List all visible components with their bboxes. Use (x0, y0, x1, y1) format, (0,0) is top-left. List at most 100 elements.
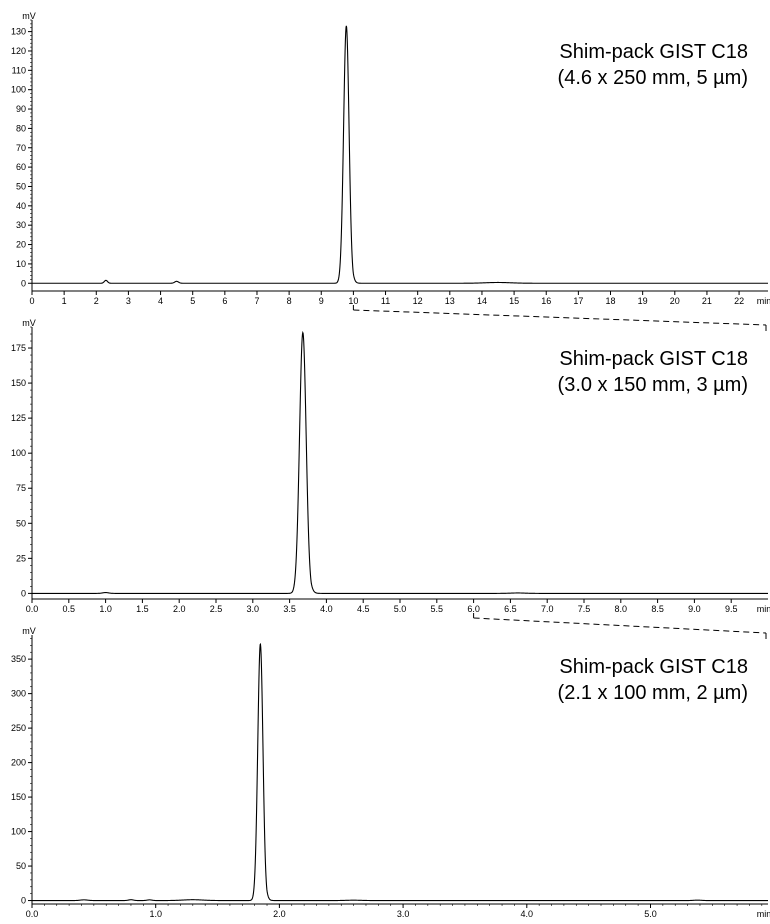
y-tick-label: 200 (11, 758, 26, 768)
column-label-line-2: (2.1 x 100 mm, 2 µm) (558, 682, 748, 704)
x-tick-label: 11 (381, 296, 390, 306)
x-tick-label: 4.5 (357, 604, 370, 614)
y-tick-label: 90 (16, 104, 26, 114)
y-unit-label: mV (22, 626, 36, 636)
y-tick-label: 75 (16, 483, 26, 493)
column-label-line-1: Shim-pack GIST C18 (559, 348, 748, 370)
x-unit-label: min (757, 909, 770, 919)
y-tick-label: 50 (16, 861, 26, 871)
x-tick-label: 3.0 (397, 909, 410, 919)
x-tick-label: 17 (573, 296, 583, 306)
zoom-connector-dashed (353, 309, 767, 326)
x-tick-label: 2.5 (210, 604, 223, 614)
x-tick-label: 5 (190, 296, 195, 306)
y-tick-label: 175 (11, 343, 26, 353)
y-tick-label: 60 (16, 162, 26, 172)
x-tick-label: 3 (126, 296, 131, 306)
x-tick-label: 2.0 (273, 909, 286, 919)
y-tick-label: 100 (11, 85, 26, 95)
x-tick-label: 1.0 (99, 604, 112, 614)
y-tick-label: 20 (16, 240, 26, 250)
x-tick-label: 4 (158, 296, 163, 306)
x-tick-label: 22 (734, 296, 744, 306)
x-tick-label: 3.0 (247, 604, 260, 614)
x-unit-label: min (757, 604, 770, 614)
y-tick-label: 300 (11, 689, 26, 699)
x-tick-label: 18 (606, 296, 616, 306)
x-tick-label: 7 (254, 296, 259, 306)
y-unit-label: mV (22, 318, 36, 328)
y-tick-label: 350 (11, 654, 26, 664)
y-tick-label: 100 (11, 827, 26, 837)
chromatogram-trace (32, 642, 768, 902)
y-tick-label: 0 (21, 278, 26, 288)
x-tick-label: 9 (319, 296, 324, 306)
x-tick-label: 1.5 (136, 604, 149, 614)
x-tick-label: 21 (702, 296, 712, 306)
x-tick-label: 13 (445, 296, 455, 306)
x-tick-label: 9.0 (688, 604, 701, 614)
y-tick-label: 0 (21, 896, 26, 906)
chart-panel-2: 0 25 50 75 100 125 150 175 0.0 0.5 1.0 1.5 2.0 2.5 3.0… (11, 318, 770, 614)
x-tick-label: 4.0 (320, 604, 333, 614)
column-label-line-2: (4.6 x 250 mm, 5 µm) (558, 67, 748, 89)
x-tick-label: 7.5 (578, 604, 591, 614)
x-tick-label: 1.0 (149, 909, 162, 919)
chromatogram-trace (32, 330, 768, 594)
x-tick-label: 0.0 (26, 909, 39, 919)
x-tick-label: 6.5 (504, 604, 517, 614)
y-unit-label: mV (22, 11, 36, 21)
y-tick-label: 120 (11, 46, 26, 56)
x-tick-label: 14 (477, 296, 487, 306)
x-tick-label: 10 (348, 296, 358, 306)
x-tick-label: 20 (670, 296, 680, 306)
y-tick-label: 25 (16, 553, 26, 563)
x-tick-label: 9.5 (725, 604, 738, 614)
x-tick-label: 3.5 (283, 604, 296, 614)
x-tick-label: 6 (222, 296, 227, 306)
y-tick-label: 150 (11, 792, 26, 802)
y-tick-label: 125 (11, 413, 26, 423)
x-tick-label: 2.0 (173, 604, 186, 614)
x-tick-label: 5.5 (431, 604, 444, 614)
y-tick-label: 80 (16, 123, 26, 133)
y-tick-label: 150 (11, 378, 26, 388)
y-tick-label: 130 (11, 27, 26, 37)
y-tick-label: 250 (11, 723, 26, 733)
x-tick-label: 8 (287, 296, 292, 306)
x-tick-label: 4.0 (521, 909, 534, 919)
x-tick-label: 6.0 (467, 604, 480, 614)
y-tick-label: 70 (16, 143, 26, 153)
x-tick-label: 7.0 (541, 604, 554, 614)
x-tick-label: 5.0 (644, 909, 657, 919)
x-tick-label: 5.0 (394, 604, 407, 614)
y-tick-label: 10 (16, 259, 26, 269)
y-tick-label: 50 (16, 518, 26, 528)
x-tick-label: 8.5 (651, 604, 664, 614)
x-unit-label: min (757, 296, 770, 306)
y-tick-label: 30 (16, 220, 26, 230)
y-tick-label: 110 (12, 65, 26, 75)
column-label-line-1: Shim-pack GIST C18 (559, 656, 748, 678)
x-tick-label: 15 (509, 296, 519, 306)
column-label-line-2: (3.0 x 150 mm, 3 µm) (558, 374, 748, 396)
x-tick-label: 16 (541, 296, 551, 306)
y-tick-label: 50 (16, 181, 26, 191)
x-tick-label: 2 (94, 296, 99, 306)
column-label-line-1: Shim-pack GIST C18 (559, 41, 748, 63)
chart-panel-3: 0 50 100 150 200 250 300 350 0.0 1.0 2.0 3.0 4.0 5.0 m… (11, 626, 770, 919)
x-tick-label: 8.0 (615, 604, 628, 614)
x-tick-label: 0.5 (63, 604, 76, 614)
x-tick-label: 12 (413, 296, 423, 306)
y-tick-label: 100 (11, 448, 26, 458)
chromatogram-trace (32, 25, 768, 284)
zoom-connector-dashed (473, 617, 767, 634)
y-tick-label: 0 (21, 588, 26, 598)
x-tick-label: 19 (638, 296, 648, 306)
y-tick-label: 40 (16, 201, 26, 211)
x-tick-label: 1 (62, 296, 67, 306)
x-tick-label: 0 (29, 296, 34, 306)
x-tick-label: 0.0 (26, 604, 39, 614)
